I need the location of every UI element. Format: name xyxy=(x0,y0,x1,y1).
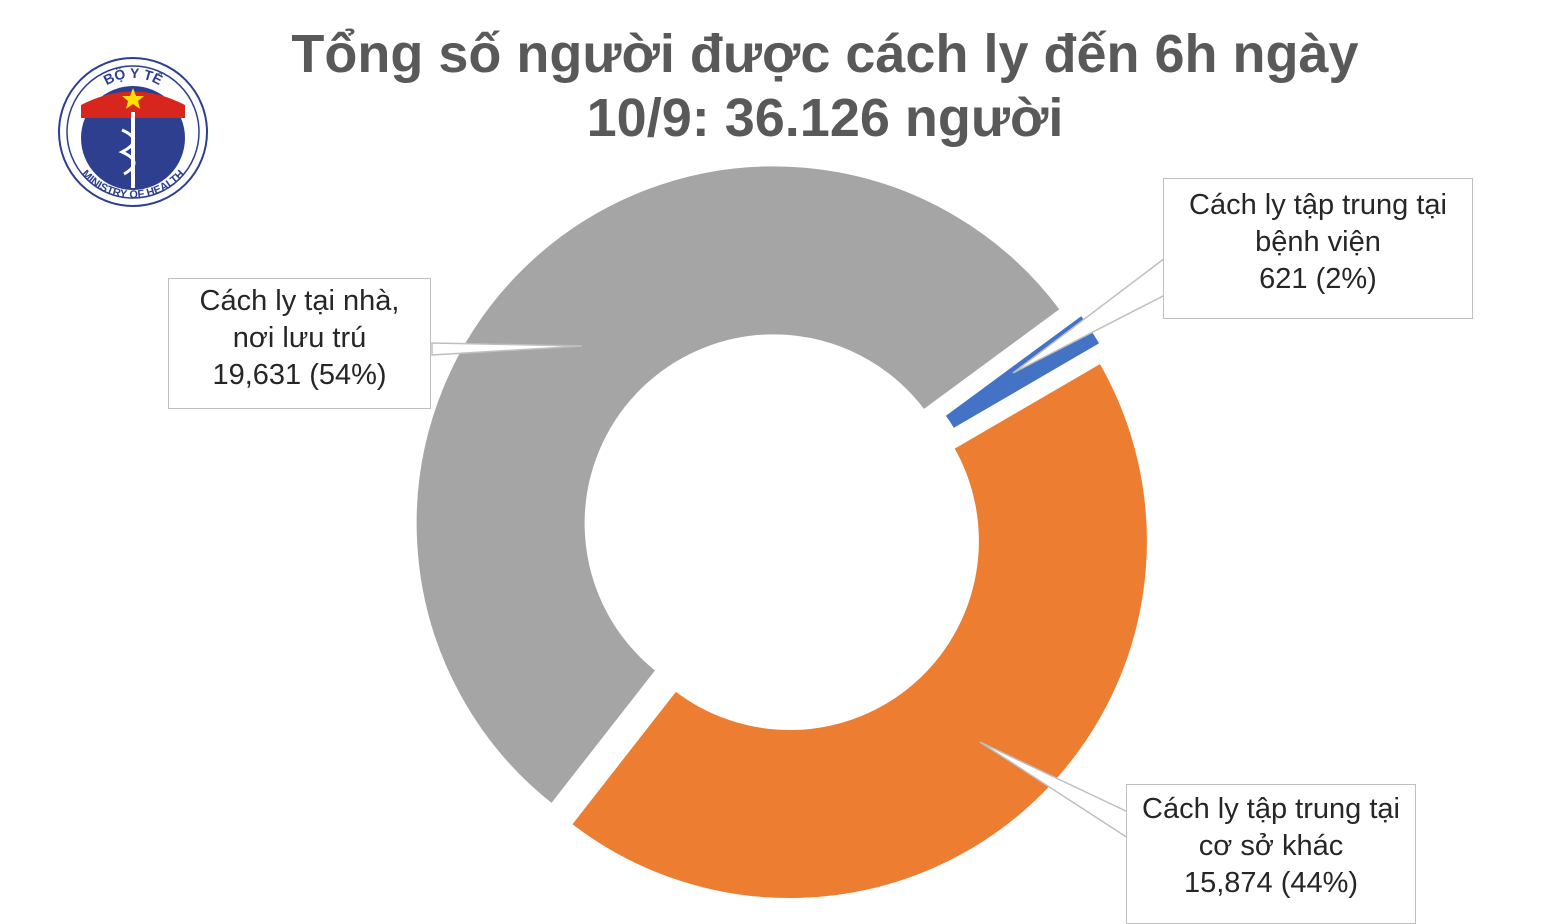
data-label: Cách ly tập trung tại cơ sở khác 15,874 … xyxy=(1126,784,1416,924)
label-name: Cách ly tập trung tại bệnh viện xyxy=(1189,189,1447,258)
donut-slice xyxy=(410,160,1068,812)
label-name: Cách ly tại nhà, nơi lưu trú xyxy=(199,285,400,354)
data-label: Cách ly tại nhà, nơi lưu trú 19,631 (54%… xyxy=(168,278,431,409)
donut-slice xyxy=(564,355,1153,905)
data-label: Cách ly tập trung tại bệnh viện 621 (2%) xyxy=(1163,178,1473,319)
logo-top: BỘ Y TẾ xyxy=(101,65,165,88)
label-value: 19,631 (54%) xyxy=(212,359,387,391)
label-value: 15,874 (44%) xyxy=(1183,867,1359,899)
leaders xyxy=(431,256,1166,840)
logo: BỘ Y TẾ MINISTRY OF HEALTH xyxy=(58,57,208,207)
logo-top-text: BỘ Y TẾ xyxy=(101,65,165,88)
chart-title: Tổng số người được cách ly đến 6h ngày 1… xyxy=(291,24,1359,148)
leader-line xyxy=(431,342,583,356)
label-name: Cách ly tập trung tại cơ sở khác xyxy=(1142,793,1400,862)
donut xyxy=(410,160,1153,905)
label-value: 621 (2%) xyxy=(1259,263,1377,295)
